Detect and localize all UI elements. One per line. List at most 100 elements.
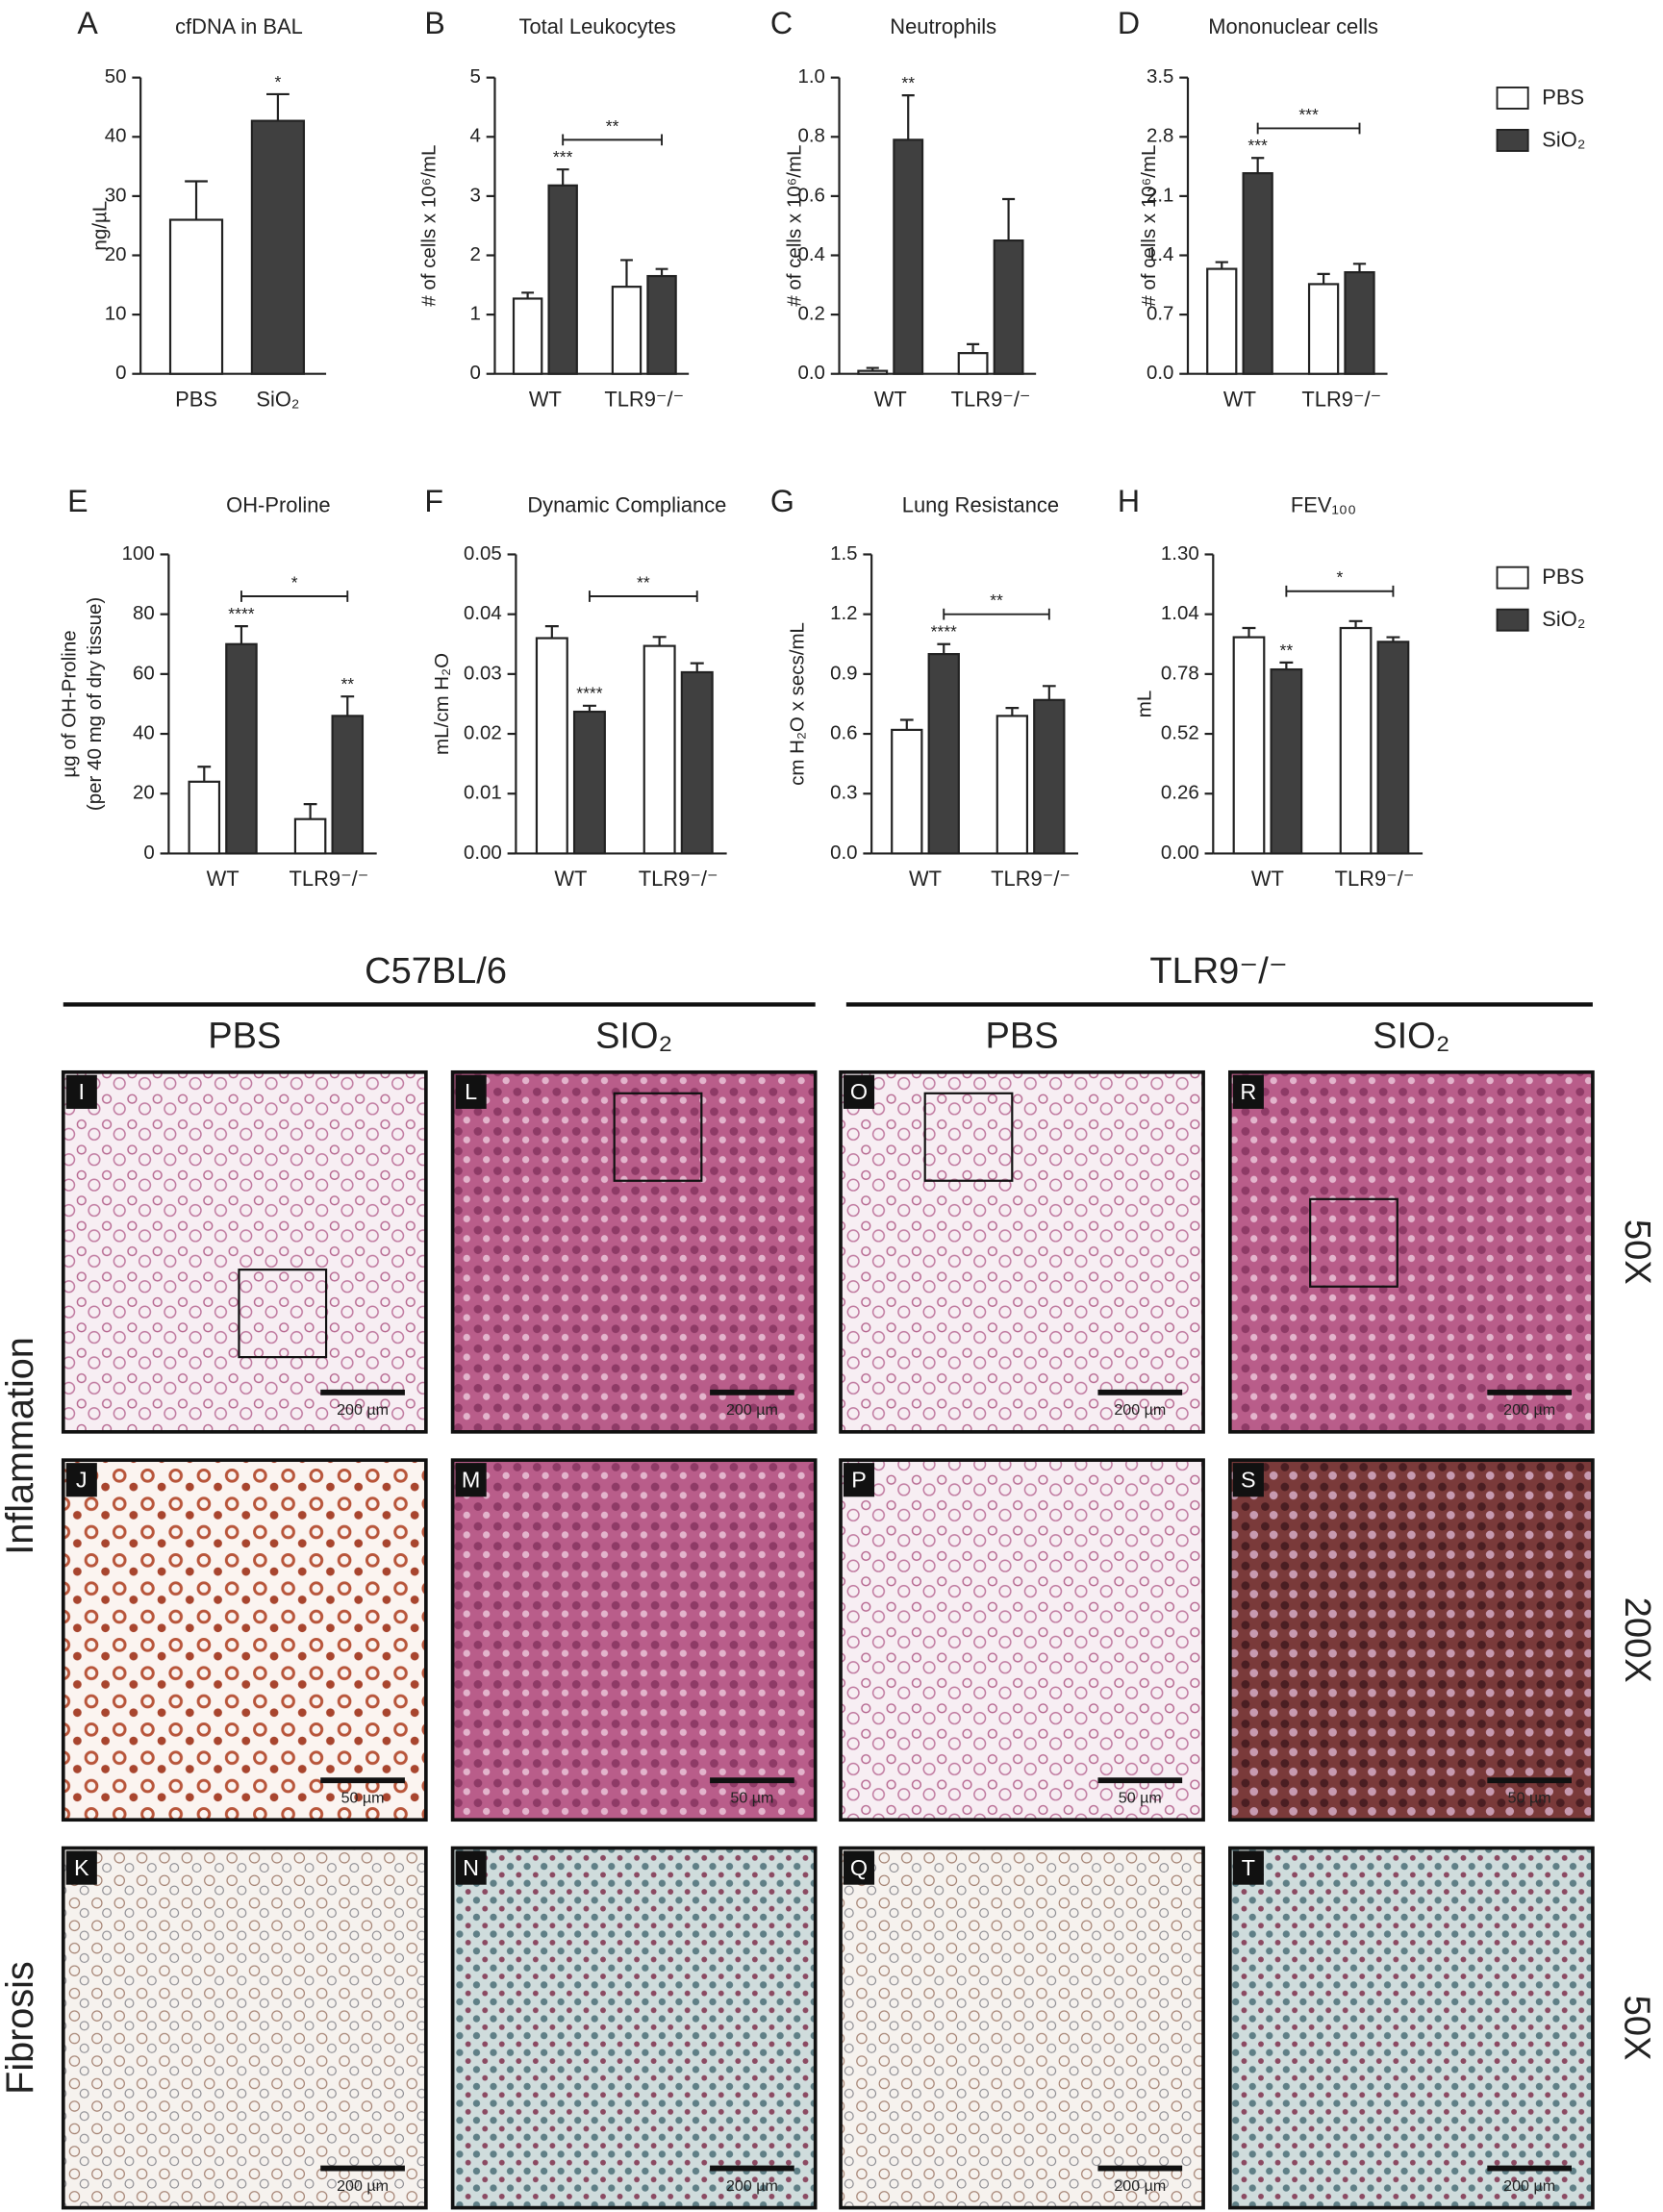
y-axis-label: # of cells x 10⁶/mL — [1138, 145, 1160, 307]
legend-label: PBS — [1542, 85, 1584, 109]
y-tick-label: 1.4 — [1146, 243, 1173, 265]
y-axis-label: mL/cm H₂O — [431, 653, 453, 755]
bar — [250, 119, 306, 375]
micrograph — [839, 1069, 1205, 1434]
panel-letter-box — [65, 1463, 97, 1497]
error-bar — [655, 267, 668, 277]
panel-letter: L — [465, 1079, 477, 1104]
y-axis-label: cm H₂O x secs/mL — [787, 622, 809, 786]
panel-letter: A — [77, 6, 98, 40]
y-tick-label: 0.52 — [1161, 721, 1199, 743]
bar — [1376, 641, 1410, 855]
scale-bar-label: 50 µm — [1119, 1789, 1162, 1806]
significance-bracket — [1285, 585, 1395, 597]
panel-letter: D — [1118, 6, 1140, 40]
panel-letter: B — [424, 6, 444, 40]
y-tick-label: 0.26 — [1161, 782, 1199, 804]
scale-bar-label: 50 µm — [341, 1789, 385, 1806]
y-tick-label: 3 — [469, 184, 480, 206]
bar — [331, 715, 365, 855]
y-tick-label: 1.5 — [830, 542, 857, 565]
y-tick-label: 0 — [143, 842, 154, 864]
magnification-label: 50X — [1617, 1219, 1657, 1285]
y-axis-label: # of cells x 10⁶/mL — [784, 145, 806, 307]
significance-label: ** — [637, 572, 650, 591]
scale-bar-label: 200 µm — [726, 2177, 778, 2195]
x-tick-label: WT — [1223, 387, 1256, 411]
y-tick-label: 80 — [133, 602, 155, 624]
panel-letter-box — [65, 1074, 97, 1109]
error-bar — [1251, 157, 1265, 174]
scale-bar-label: 50 µm — [730, 1789, 773, 1806]
column-label: PBS — [208, 1017, 281, 1057]
bar — [572, 710, 606, 855]
bar — [891, 728, 923, 855]
chart-title: OH-Proline — [226, 492, 330, 516]
panel-letter: Q — [850, 1855, 868, 1880]
y-tick-label: 1.2 — [830, 602, 857, 624]
x-tick-label: SiO₂ — [256, 387, 299, 411]
error-bar — [901, 94, 915, 140]
micrograph — [1228, 1846, 1595, 2210]
bar — [547, 184, 578, 375]
scale-bar-label: 200 µm — [1503, 2177, 1555, 2195]
bar — [646, 274, 677, 375]
x-tick-label: WT — [554, 867, 587, 891]
significance-bracket — [240, 591, 349, 602]
y-tick-label: 2 — [469, 243, 480, 265]
micrograph — [61, 1458, 428, 1822]
significance-label: ** — [990, 591, 1003, 610]
y-axis-label: (per 40 mg of dry tissue) — [84, 597, 106, 811]
y-tick-label: 3.5 — [1146, 65, 1173, 88]
significance-label: ** — [340, 674, 354, 693]
panel-letter: K — [74, 1855, 89, 1880]
panel-letter-box — [455, 1463, 487, 1497]
panel-letter: J — [76, 1467, 88, 1492]
x-tick-label: WT — [207, 867, 239, 891]
chart-title: Dynamic Compliance — [527, 492, 726, 516]
y-tick-label: 0.3 — [830, 782, 857, 804]
y-tick-label: 30 — [105, 184, 127, 206]
magnification-label: 200X — [1617, 1597, 1657, 1683]
bar — [857, 369, 889, 375]
bar — [535, 637, 568, 855]
y-axis-label: # of cells x 10⁶/mL — [418, 145, 441, 307]
significance-label: ** — [606, 116, 619, 136]
bar — [1033, 698, 1066, 855]
panel-letter: M — [462, 1467, 480, 1492]
bar — [643, 644, 676, 855]
scale-bar-label: 200 µm — [337, 1401, 389, 1419]
error-bar — [1352, 263, 1367, 273]
legend-swatch — [1496, 608, 1529, 632]
error-bar — [1042, 685, 1056, 700]
panel-letter-box — [843, 1463, 875, 1497]
bar — [512, 297, 543, 375]
micrograph — [61, 1846, 428, 2210]
x-tick-label: TLR9⁻/⁻ — [639, 867, 718, 891]
significance-label: * — [291, 572, 298, 591]
micrograph — [450, 1458, 818, 1822]
y-tick-label: 20 — [105, 243, 127, 265]
y-tick-label: 20 — [133, 782, 155, 804]
micrograph — [1228, 1069, 1595, 1434]
micrograph — [61, 1069, 428, 1434]
micrograph — [839, 1458, 1205, 1822]
error-bar — [899, 718, 914, 730]
panel-letter-box — [843, 1850, 875, 1885]
y-tick-label: 0.02 — [464, 721, 502, 743]
panel-letter: O — [850, 1079, 868, 1104]
significance-bracket — [588, 591, 698, 602]
x-tick-label: WT — [1251, 867, 1284, 891]
panel-letter: N — [463, 1855, 479, 1880]
y-tick-label: 0.78 — [1161, 662, 1199, 684]
legend-swatch — [1496, 86, 1529, 110]
error-bar — [544, 624, 559, 639]
significance-label: * — [1336, 567, 1343, 587]
x-tick-label: PBS — [175, 387, 217, 411]
significance-label: *** — [553, 147, 573, 166]
significance-label: ** — [901, 73, 915, 92]
y-tick-label: 2.1 — [1146, 184, 1173, 206]
panel-letter: I — [79, 1079, 86, 1104]
error-bar — [303, 803, 317, 819]
